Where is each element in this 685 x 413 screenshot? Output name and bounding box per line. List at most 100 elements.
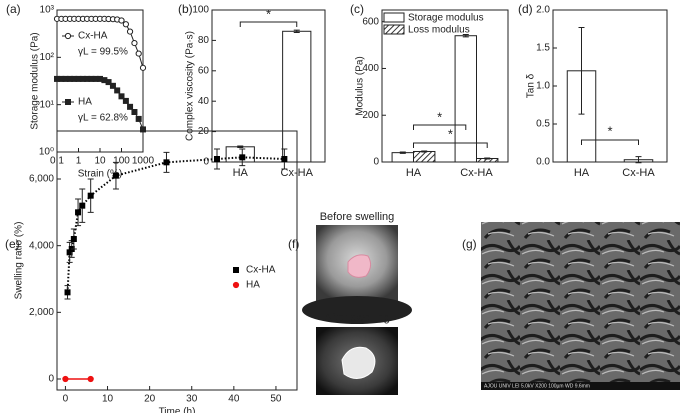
panel-label: (g) <box>462 237 477 251</box>
marker <box>64 289 71 296</box>
y-tick-label: 2.0 <box>536 5 550 16</box>
x-axis-title: Strain (%) <box>78 169 122 180</box>
x-tick-label: 100 <box>113 156 130 167</box>
x-tick-label: 50 <box>270 394 282 405</box>
marker <box>118 17 125 24</box>
y-tick-label: 80 <box>198 35 210 46</box>
x-tick-label: 10 <box>102 394 114 405</box>
y-tick-label: 0 <box>373 157 379 168</box>
x-tick-label: 40 <box>228 394 240 405</box>
significance-bracket <box>581 139 639 145</box>
bar <box>566 70 597 163</box>
error-bar <box>237 145 244 149</box>
legend-label: HA <box>78 97 92 108</box>
significance-bracket <box>413 142 488 148</box>
y-tick-label: 2,000 <box>29 307 54 318</box>
error-bar <box>578 26 585 115</box>
legend-label: Storage modulus <box>408 13 484 24</box>
y-tick-label: 0.0 <box>536 157 550 168</box>
legend-marker <box>64 32 72 40</box>
bar <box>413 150 436 163</box>
marker <box>122 97 129 104</box>
y-tick-label: 40 <box>198 96 210 107</box>
marker <box>79 202 86 209</box>
x-tick-label: HA <box>574 167 590 179</box>
significance-label: * <box>437 109 442 124</box>
error-bar <box>635 156 642 164</box>
legend-marker <box>233 267 239 273</box>
x-tick-label: 20 <box>144 394 156 405</box>
marker <box>114 87 121 94</box>
y-axis-title: Swelling ratio (%) <box>14 222 25 300</box>
error-bar <box>484 157 491 160</box>
significance-bracket <box>413 124 467 130</box>
error-bar <box>399 151 406 154</box>
x-tick-label: 1 <box>76 156 82 167</box>
significance-label: * <box>607 123 612 138</box>
marker <box>112 172 119 179</box>
legend-swatch <box>383 24 405 35</box>
marker <box>131 39 138 47</box>
x-tick-label: HA <box>406 167 422 179</box>
y-tick-label: 0 <box>48 374 54 385</box>
marker <box>75 209 82 216</box>
marker <box>163 159 170 166</box>
sem-footer <box>481 382 680 390</box>
significance-label: * <box>448 126 453 141</box>
y-tick-label: 10³ <box>40 5 55 16</box>
marker <box>281 156 288 162</box>
x-axis-title: Time (h) <box>159 407 196 413</box>
caption: After swelling <box>324 312 389 324</box>
y-tick-label: 10⁰ <box>39 147 54 158</box>
y-tick-label: 1.0 <box>536 81 550 92</box>
marker <box>135 50 142 57</box>
legend-label: Cx-HA <box>78 31 108 42</box>
plot-frame <box>56 130 298 391</box>
y-tick-label: 200 <box>362 110 379 121</box>
marker <box>118 93 125 100</box>
y-axis-title: Complex viscosity (Pa·s) <box>185 31 196 141</box>
legend-marker <box>65 99 71 105</box>
y-tick-label: 0 <box>203 157 209 168</box>
panel-label: (a) <box>6 2 21 16</box>
y-tick-label: 0.5 <box>536 119 550 130</box>
plot-frame <box>381 9 509 163</box>
marker <box>122 21 129 28</box>
x-tick-label: 1000 <box>132 156 155 167</box>
gel-after <box>341 346 376 379</box>
x-tick-label: 0 <box>63 394 69 405</box>
y-tick-label: 400 <box>362 63 379 74</box>
caption: Before swelling <box>320 211 395 223</box>
marker <box>239 154 246 161</box>
panel-label: (e) <box>5 237 20 251</box>
x-tick-label: Cx-HA <box>622 167 655 179</box>
marker <box>127 103 134 110</box>
y-axis-title: Tan δ <box>526 73 537 98</box>
photo-shadow <box>302 296 412 324</box>
marker <box>109 82 116 89</box>
error-bar <box>293 29 300 33</box>
marker <box>131 108 138 115</box>
marker <box>87 192 94 199</box>
marker <box>62 375 69 383</box>
error-bar <box>421 150 428 153</box>
marker <box>135 115 142 122</box>
legend-label: Loss modulus <box>408 25 470 36</box>
bar <box>391 152 414 163</box>
annotation: γL = 99.5% <box>78 47 128 58</box>
x-tick-label: 30 <box>186 394 198 405</box>
marker <box>214 156 220 162</box>
plot-frame <box>211 9 326 163</box>
y-tick-label: 600 <box>362 16 379 27</box>
marker <box>140 126 146 133</box>
sem-image <box>481 222 680 390</box>
legend-label: Cx-HA <box>246 265 276 276</box>
marker <box>87 375 94 383</box>
y-tick-label: 20 <box>198 126 210 137</box>
x-tick-label: HA <box>233 167 249 179</box>
y-tick-label: 4,000 <box>29 240 54 251</box>
y-tick-label: 1.5 <box>536 43 550 54</box>
series-line <box>57 18 144 68</box>
marker <box>70 236 77 242</box>
y-tick-label: 6,000 <box>29 174 54 185</box>
